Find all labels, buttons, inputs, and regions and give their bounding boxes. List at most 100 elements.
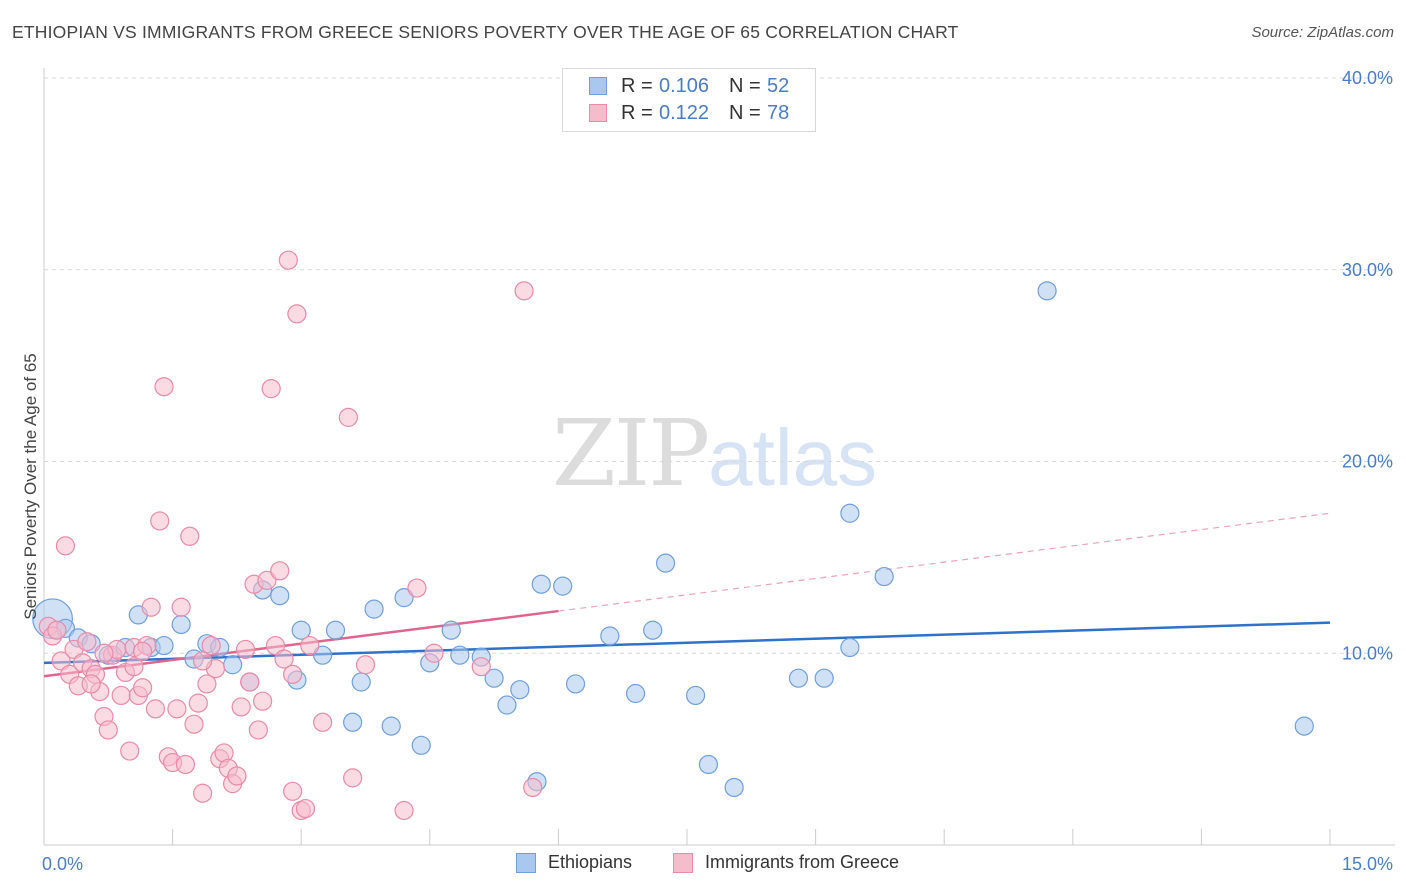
greece-point (265, 635, 286, 656)
ethiopians-point (313, 645, 333, 665)
bottom-legend-swatch-blue (516, 853, 536, 873)
greece-point (471, 657, 491, 677)
greece-point (261, 379, 281, 399)
source-credit: Source: ZipAtlas.com (1251, 24, 1394, 41)
ethiopians-point (325, 620, 346, 640)
legend-r-value: 0.122 (659, 102, 710, 124)
ethiopians-point (788, 668, 809, 688)
ethiopians-point (411, 735, 431, 755)
greece-point (167, 699, 187, 719)
greece-point (274, 649, 294, 669)
greece-point (55, 536, 76, 556)
ethiopians-point (840, 637, 860, 658)
legend-n-label: N = (729, 75, 761, 97)
x-tick-label-min: 0.0% (42, 854, 83, 874)
legend-r-label: R = (621, 102, 653, 124)
greece-point (424, 643, 444, 663)
ethiopians-point (223, 655, 243, 675)
ethiopians-point (510, 680, 530, 700)
greece-point (180, 526, 200, 546)
greece-point (523, 777, 543, 798)
ethiopians-point (600, 626, 620, 646)
ethiopians-point (565, 674, 586, 694)
greece-point (257, 570, 277, 590)
greece-point (98, 720, 118, 740)
ethiopians-trend-line (43, 621, 1331, 665)
greece-point (287, 304, 307, 324)
greece-point (94, 643, 114, 663)
greece-point (132, 678, 153, 698)
greece-point (278, 250, 298, 270)
greece-point (283, 664, 303, 684)
greece-point (270, 561, 290, 581)
ethiopians-point (381, 716, 401, 736)
greece-point (235, 639, 256, 660)
ethiopians-point (441, 620, 461, 640)
ethiopians-point (484, 668, 504, 688)
ethiopians-point (553, 576, 573, 596)
greece-point (47, 620, 67, 640)
ethiopians-point (643, 620, 663, 640)
greece-point (295, 798, 316, 819)
axis-labels: 10.0% 20.0% 30.0% 40.0% 0.0% 15.0% Seniors Pov… (21, 68, 1393, 874)
greece-point (154, 377, 174, 397)
ethiopians-point (154, 635, 174, 656)
greece-point (145, 699, 166, 719)
greece-point (141, 597, 161, 617)
greece-point (77, 632, 97, 652)
correlation-legend: R = 0.106 N = 52 R = 0.122 N = 78 (562, 68, 816, 132)
ethiopians-point (497, 695, 517, 715)
ethiopians-point (874, 566, 894, 587)
ethiopians-point (814, 668, 834, 688)
ethiopians-point (343, 712, 363, 732)
greece-point (253, 691, 273, 711)
y-tick-label: 10.0% (1342, 643, 1393, 663)
greece-point (240, 672, 260, 692)
bottom-legend-swatch-pink (673, 853, 693, 873)
greece-point (514, 281, 534, 301)
axes (43, 68, 1395, 846)
ethiopians-point (698, 754, 719, 775)
ethiopians-point (840, 503, 860, 523)
y-tick-label: 20.0% (1342, 452, 1393, 472)
ethiopians-point (394, 588, 414, 608)
bottom-legend-label: Ethiopians (548, 852, 633, 872)
greece-point (124, 657, 144, 677)
watermark-zip: ZIP (552, 400, 710, 507)
watermark-atlas: atlas (708, 413, 878, 502)
ethiopians-point (724, 777, 744, 798)
greece-point (197, 674, 217, 694)
greece-point (171, 597, 191, 617)
greece-point (283, 781, 303, 801)
legend-swatch-pink (589, 104, 607, 122)
x-tick-label-max: 15.0% (1342, 854, 1393, 874)
greece-point (81, 674, 101, 694)
legend-n-label: N = (729, 102, 761, 124)
greece-point (338, 407, 358, 427)
greece-point (313, 712, 333, 732)
ethiopians-point (625, 683, 646, 704)
legend-n-value: 52 (767, 75, 790, 97)
greece-point (150, 511, 170, 531)
greece-point (132, 641, 153, 661)
greece-point (394, 800, 414, 821)
ethiopians-point (351, 672, 371, 692)
greece-point (193, 651, 213, 671)
ethiopians-point (171, 614, 191, 635)
greece-point (343, 768, 363, 788)
greece-point (227, 766, 247, 786)
greece-point (111, 685, 131, 706)
legend-r-value: 0.106 (659, 75, 710, 97)
greece-point (231, 697, 251, 717)
legend-swatch-blue (589, 77, 607, 95)
greece-point (201, 635, 221, 656)
ethiopians-point (1037, 281, 1057, 301)
ethiopians-point (270, 586, 290, 606)
greece-point (175, 754, 196, 775)
ethiopians-point (364, 599, 384, 619)
greece-point (300, 635, 320, 656)
greece-point (193, 783, 213, 803)
data-points (32, 250, 1314, 821)
greece-point (188, 693, 208, 713)
greece-point (407, 578, 427, 598)
